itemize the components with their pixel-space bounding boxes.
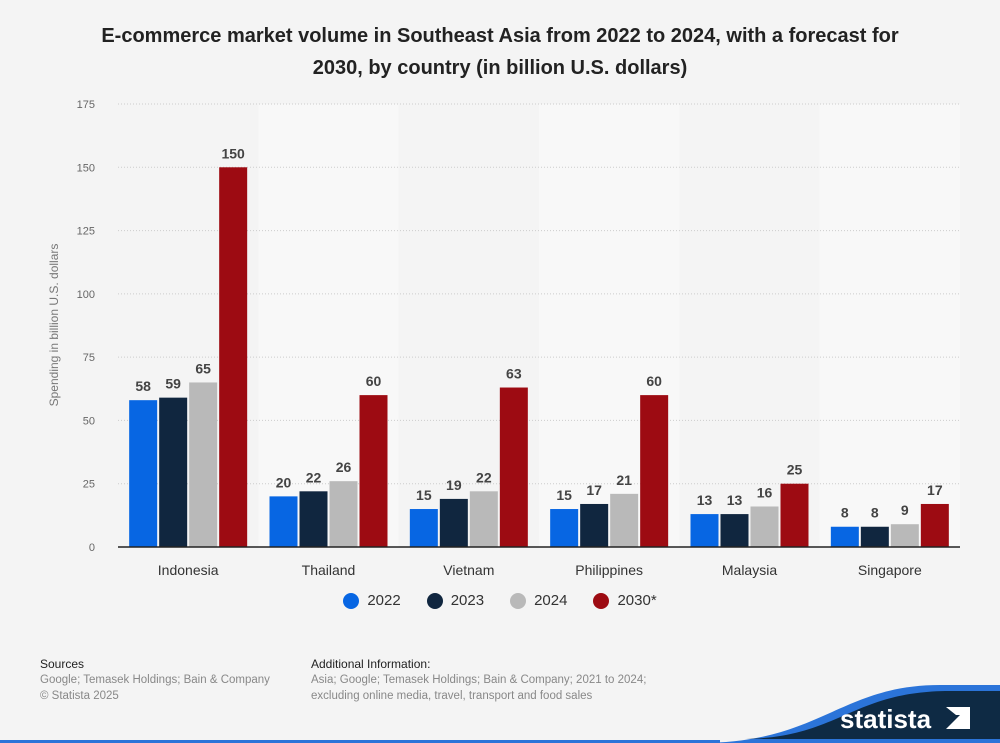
y-tick-label: 25 bbox=[83, 479, 95, 491]
bar-indonesia-2030 bbox=[219, 167, 248, 548]
data-label: 22 bbox=[306, 469, 322, 485]
x-tick-label: Vietnam bbox=[443, 562, 494, 578]
data-label: 22 bbox=[476, 469, 492, 485]
legend-item-2022[interactable]: 2022 bbox=[343, 592, 401, 609]
bar-philippines-2030 bbox=[640, 395, 669, 547]
data-label: 13 bbox=[697, 492, 713, 508]
data-label: 150 bbox=[221, 145, 245, 161]
sources-block: Sources Google; Temasek Holdings; Bain &… bbox=[40, 656, 270, 704]
bar-malaysia-2022 bbox=[690, 514, 719, 547]
data-label: 65 bbox=[195, 360, 211, 376]
bar-thailand-2030 bbox=[359, 395, 388, 547]
bar-singapore-2023 bbox=[860, 526, 889, 547]
data-label: 19 bbox=[446, 477, 462, 493]
data-label: 60 bbox=[646, 373, 662, 389]
sources-heading: Sources bbox=[40, 657, 85, 671]
legend: 2022 2023 2024 2030* bbox=[0, 592, 1000, 609]
bar-vietnam-2024 bbox=[469, 491, 498, 547]
bar-thailand-2023 bbox=[299, 491, 328, 547]
info-line-2: excluding online media, travel, transpor… bbox=[311, 690, 593, 702]
bar-thailand-2024 bbox=[329, 481, 358, 547]
x-tick-label: Indonesia bbox=[158, 562, 219, 578]
x-tick-label: Singapore bbox=[858, 562, 922, 578]
bar-chart: 0 25 50 75 100 125 150 175 Spending in billion U… bbox=[47, 99, 960, 578]
data-label: 20 bbox=[276, 474, 292, 490]
bar-vietnam-2023 bbox=[439, 498, 468, 547]
legend-swatch bbox=[593, 592, 610, 609]
legend-item-2024[interactable]: 2024 bbox=[510, 592, 567, 609]
legend-swatch bbox=[510, 592, 527, 609]
data-label: 17 bbox=[927, 482, 943, 498]
bar-malaysia-2023 bbox=[720, 514, 749, 547]
bar-singapore-2022 bbox=[830, 526, 859, 547]
info-line-1: Asia; Google; Temasek Holdings; Bain & C… bbox=[311, 674, 647, 686]
bar-vietnam-2022 bbox=[409, 509, 438, 547]
legend-label: 2023 bbox=[450, 592, 485, 609]
data-label: 15 bbox=[556, 487, 572, 503]
additional-info: Additional Information: Asia; Google; Te… bbox=[311, 656, 646, 704]
data-label: 26 bbox=[336, 459, 352, 475]
y-tick-label: 125 bbox=[77, 226, 95, 238]
data-label: 58 bbox=[135, 378, 151, 394]
data-label: 8 bbox=[841, 505, 849, 521]
bar-philippines-2022 bbox=[550, 509, 579, 547]
bar-indonesia-2023 bbox=[159, 397, 188, 547]
bar-thailand-2022 bbox=[269, 496, 298, 547]
data-label: 17 bbox=[586, 482, 602, 498]
svg-text:statista: statista bbox=[840, 704, 932, 734]
sources-text: Google; Temasek Holdings; Bain & Company bbox=[40, 674, 270, 686]
bar-malaysia-2030 bbox=[780, 483, 809, 547]
footer-accent-line bbox=[0, 740, 720, 743]
data-label: 60 bbox=[366, 373, 382, 389]
legend-swatch bbox=[426, 592, 443, 609]
bar-indonesia-2024 bbox=[189, 382, 218, 547]
data-label: 8 bbox=[871, 505, 879, 521]
x-tick-label: Thailand bbox=[302, 562, 356, 578]
y-axis-label: Spending in billion U.S. dollars bbox=[47, 244, 61, 407]
bar-vietnam-2030 bbox=[499, 387, 528, 547]
data-label: 9 bbox=[901, 502, 909, 518]
bar-singapore-2030 bbox=[920, 503, 949, 547]
category-band bbox=[819, 104, 960, 547]
legend-item-2030[interactable]: 2030* bbox=[593, 592, 657, 609]
x-tick-label: Philippines bbox=[575, 562, 643, 578]
bar-singapore-2024 bbox=[890, 524, 919, 547]
copyright: © Statista 2025 bbox=[40, 690, 119, 702]
data-label: 25 bbox=[787, 462, 803, 478]
data-label: 13 bbox=[727, 492, 743, 508]
legend-swatch bbox=[343, 592, 360, 609]
legend-label: 2022 bbox=[367, 592, 401, 609]
legend-label: 2030* bbox=[617, 592, 657, 609]
data-label: 16 bbox=[757, 484, 773, 500]
info-heading: Additional Information: bbox=[311, 657, 431, 671]
data-label: 59 bbox=[165, 376, 181, 392]
legend-label: 2024 bbox=[534, 592, 568, 609]
data-label: 63 bbox=[506, 366, 522, 382]
y-tick-label: 100 bbox=[77, 289, 95, 301]
y-tick-label: 150 bbox=[77, 162, 95, 174]
bar-indonesia-2022 bbox=[129, 400, 158, 547]
bar-philippines-2024 bbox=[610, 493, 639, 547]
y-tick-label: 50 bbox=[83, 415, 95, 427]
bar-philippines-2023 bbox=[580, 503, 609, 547]
chart-title: E-commerce market volume in Southeast As… bbox=[101, 25, 899, 79]
y-tick-label: 0 bbox=[89, 542, 95, 554]
bar-malaysia-2024 bbox=[750, 506, 779, 547]
data-label: 15 bbox=[416, 487, 432, 503]
legend-item-2023[interactable]: 2023 bbox=[426, 592, 485, 609]
y-tick-label: 75 bbox=[83, 352, 95, 364]
statista-logo[interactable]: statista bbox=[700, 673, 1000, 743]
data-label: 21 bbox=[616, 472, 632, 488]
x-tick-label: Malaysia bbox=[722, 562, 777, 578]
y-tick-label: 175 bbox=[77, 99, 95, 111]
